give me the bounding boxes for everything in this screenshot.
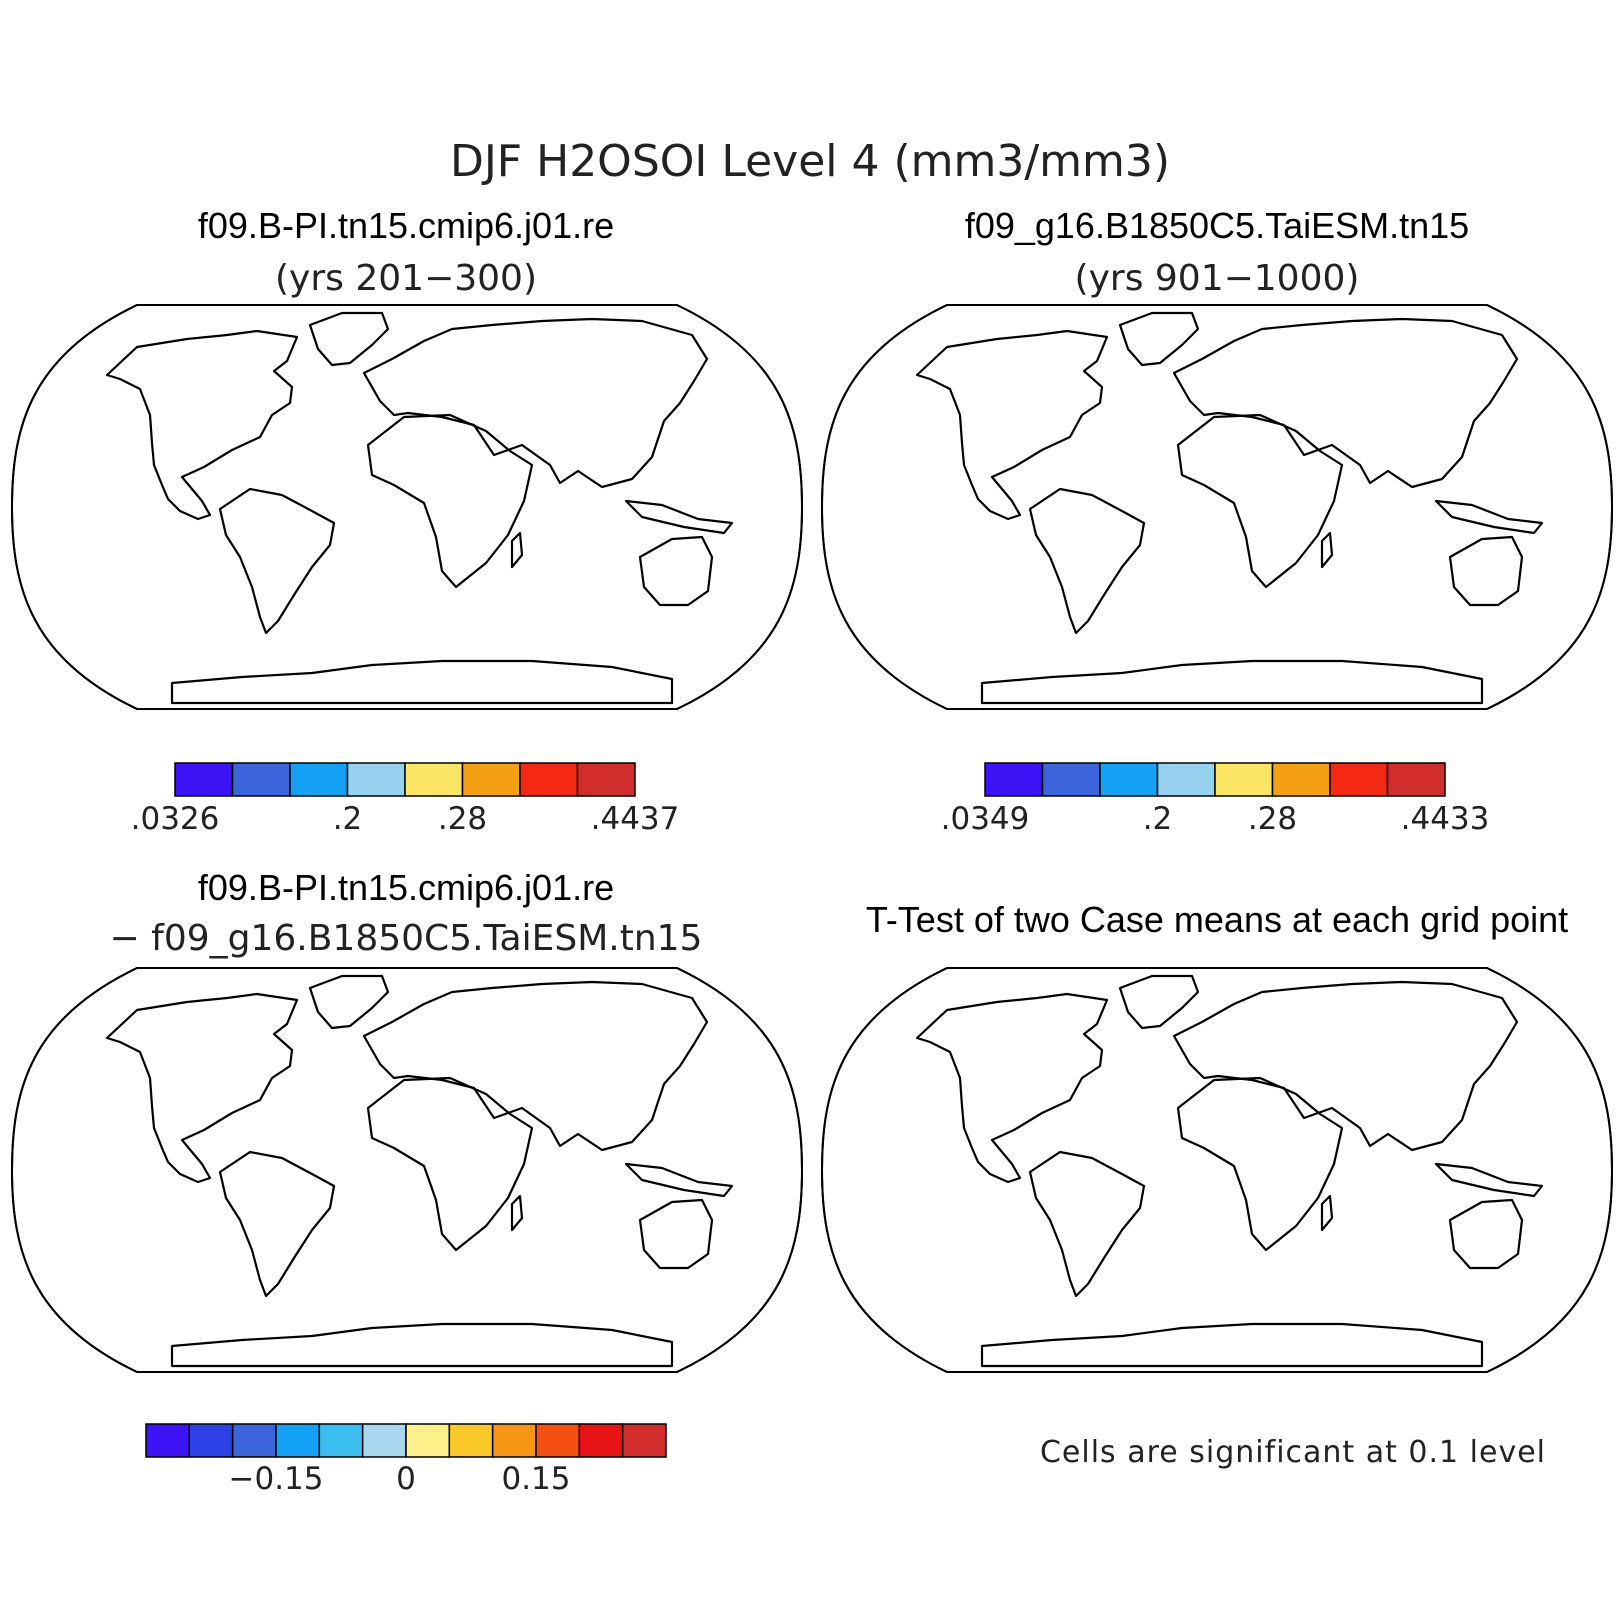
map-diff	[10, 967, 804, 1373]
colorbar-box	[1041, 762, 1101, 797]
colorbar-box	[576, 762, 636, 797]
colorbar-box	[448, 1423, 494, 1458]
colorbar-box	[174, 762, 234, 797]
panel-title-ttest: T-Test of two Case means at each grid po…	[866, 899, 1568, 940]
colorbar-box	[188, 1423, 234, 1458]
panel-title-case2: f09_g16.B1850C5.TaiESM.tn15	[965, 205, 1469, 246]
colorbar-tick-label: .4437	[591, 801, 680, 837]
colorbar-tick-label: .0349	[941, 801, 1030, 837]
colorbar-box	[1214, 762, 1274, 797]
colorbar-tick-label: .2	[1143, 801, 1173, 837]
colorbar-box	[519, 762, 579, 797]
figure-title: DJF H2OSOI Level 4 (mm3/mm3)	[450, 136, 1170, 187]
panel-title-diff: f09.B-PI.tn15.cmip6.j01.re	[198, 867, 614, 908]
map-frame	[820, 967, 1614, 1373]
map-ttest	[820, 967, 1614, 1373]
map-case2	[820, 304, 1614, 710]
colorbar-box	[404, 762, 464, 797]
colorbar-box	[491, 1423, 537, 1458]
colorbar-box	[1156, 762, 1216, 797]
panel-subtitle-case1: (yrs 201−300)	[275, 258, 537, 299]
map-frame	[10, 304, 804, 710]
colorbar-tick-label: 0.15	[501, 1461, 570, 1497]
colorbar-box	[275, 1423, 321, 1458]
colorbar-tick-label: .28	[1248, 801, 1297, 837]
colorbar-box	[318, 1423, 364, 1458]
colorbar-tick-label: −0.15	[229, 1461, 324, 1497]
colorbar-tick-label: .28	[438, 801, 487, 837]
colorbar-box	[578, 1423, 624, 1458]
panel-title-case1: f09.B-PI.tn15.cmip6.j01.re	[198, 205, 614, 246]
colorbar-tick-label: .2	[333, 801, 363, 837]
colorbar-case2: .0349 .2 .28 .4433	[941, 762, 1490, 837]
colorbar-diff: −0.15 0 0.15	[145, 1423, 667, 1497]
colorbar-box	[461, 762, 521, 797]
colorbar-tick-label: .4433	[1401, 801, 1490, 837]
colorbar-tick-label: 0	[396, 1461, 416, 1497]
colorbar-box	[1386, 762, 1446, 797]
map-frame	[820, 304, 1614, 710]
colorbar-box	[984, 762, 1044, 797]
map-case1	[10, 304, 804, 710]
colorbar-box	[1271, 762, 1331, 797]
colorbar-box	[346, 762, 406, 797]
significance-note: Cells are significant at 0.1 level	[1040, 1435, 1546, 1470]
panel-subtitle-case2: (yrs 901−1000)	[1075, 258, 1360, 299]
colorbar-box	[145, 1423, 191, 1458]
colorbar-box	[1329, 762, 1389, 797]
colorbar-box	[405, 1423, 451, 1458]
panel-subtitle-diff: − f09_g16.B1850C5.TaiESM.tn15	[110, 918, 703, 959]
colorbar-case1: .0326 .2 .28 .4437	[131, 762, 680, 837]
colorbar-box	[621, 1423, 667, 1458]
colorbar-tick-label: .0326	[131, 801, 220, 837]
colorbar-box	[1099, 762, 1159, 797]
colorbar-box	[535, 1423, 581, 1458]
colorbar-box	[231, 762, 291, 797]
map-frame	[10, 967, 804, 1373]
colorbar-box	[289, 762, 349, 797]
colorbar-box	[231, 1423, 277, 1458]
colorbar-box	[361, 1423, 407, 1458]
